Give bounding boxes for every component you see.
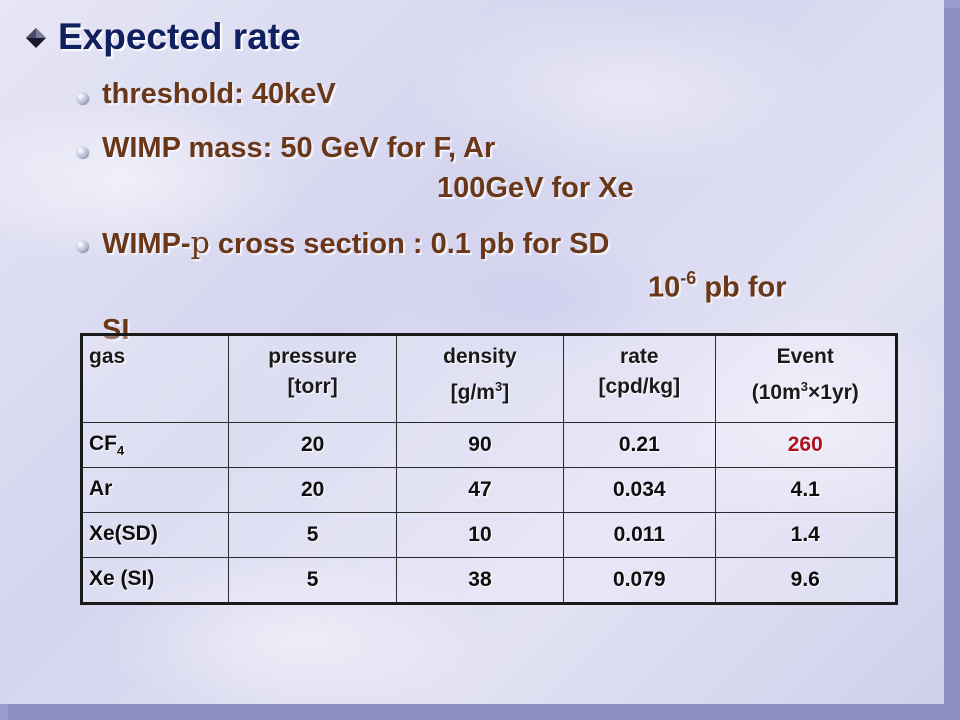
cell-rate: 0.079: [563, 557, 716, 604]
table-row: CF4 20 90 0.21 260: [80, 422, 898, 468]
cell-density: 90: [395, 422, 565, 468]
table-row: Xe (SI) 5 38 0.079 9.6: [80, 557, 898, 604]
si-base: 10: [648, 271, 681, 304]
header-event: Event (10m3×1yr): [714, 334, 898, 423]
cross-rest: cross section : 0.1 pb for SD: [209, 228, 610, 260]
cell-density: 47: [395, 467, 565, 513]
threshold-text: threshold: 40keV: [102, 78, 336, 110]
cross-section-text: WIMP-p cross section : 0.1 pb for SD: [102, 226, 609, 261]
table-row: Xe(SD) 5 10 0.011 1.4: [80, 512, 898, 558]
wimp-mass-xe-text: 100GeV for Xe: [437, 172, 634, 204]
cell-rate: 0.011: [563, 512, 716, 558]
round-bullet-icon: [76, 240, 88, 252]
table-header-row: gas pressure [torr] density [g/m3] rate [cp…: [80, 334, 898, 423]
cell-gas: Xe(SD): [80, 512, 230, 558]
cell-pressure: 20: [228, 467, 397, 513]
cell-pressure: 5: [228, 557, 397, 604]
cell-pressure: 20: [228, 422, 397, 468]
header-gas: gas: [80, 334, 230, 423]
diamond-bullet-icon: [26, 28, 46, 48]
cell-rate: 0.034: [563, 467, 716, 513]
expected-rate-table: gas pressure [torr] density [g/m3] rate [cp…: [80, 333, 898, 605]
round-bullet-icon: [76, 146, 88, 158]
slide-title: Expected rate: [58, 16, 301, 57]
cell-gas: Ar: [80, 467, 230, 513]
header-density: density [g/m3]: [395, 334, 565, 423]
cell-rate: 0.21: [563, 422, 716, 468]
cell-density: 10: [395, 512, 565, 558]
slide-shadow-bottom: [8, 704, 960, 720]
rho-symbol: p: [190, 226, 210, 261]
cell-event: 1.4: [714, 512, 898, 558]
table-row: Ar 20 47 0.034 4.1: [80, 467, 898, 513]
cell-pressure: 5: [228, 512, 397, 558]
cell-event: 4.1: [714, 467, 898, 513]
slide-shadow-right: [944, 8, 960, 720]
si-rest: pb for: [696, 271, 787, 304]
cell-event: 260: [714, 422, 898, 468]
si-exponent: -6: [680, 268, 697, 288]
cell-gas: Xe (SI): [80, 557, 230, 604]
si-cross-section-text: 10-6 pb for: [648, 268, 787, 305]
header-pressure: pressure [torr]: [228, 334, 397, 423]
header-rate: rate [cpd/kg]: [563, 334, 716, 423]
wimp-mass-text: WIMP mass: 50 GeV for F, Ar: [102, 132, 496, 164]
cell-event: 9.6: [714, 557, 898, 604]
cell-density: 38: [395, 557, 565, 604]
cell-gas: CF4: [80, 422, 230, 468]
cross-prefix: WIMP-: [102, 228, 191, 260]
round-bullet-icon: [76, 92, 88, 104]
